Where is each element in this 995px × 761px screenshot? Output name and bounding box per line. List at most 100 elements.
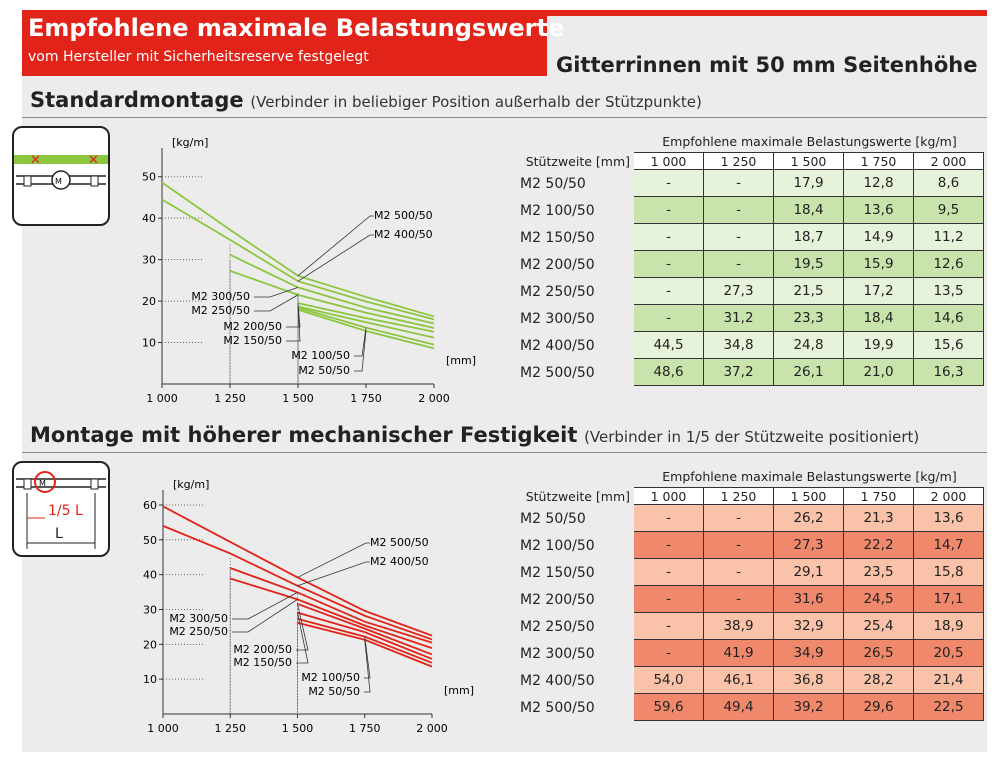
x-tick-label: 1 250 — [214, 392, 246, 405]
table-cell: - — [634, 170, 704, 197]
table-cell: 8,6 — [914, 170, 984, 197]
series-label: M2 150/50 — [233, 656, 292, 669]
table-cell: 59,6 — [634, 694, 704, 721]
series-label: M2 400/50 — [374, 228, 433, 241]
table-cell: 32,9 — [774, 613, 844, 640]
series-label: M2 200/50 — [223, 320, 282, 333]
table-cell: 18,4 — [774, 197, 844, 224]
table-cell: 26,5 — [844, 640, 914, 667]
section-title-reinforced: Montage mit höherer mechanischer Festigk… — [30, 423, 919, 447]
y-tick-label: 40 — [142, 212, 156, 225]
fraction-label: 1/5 L — [48, 503, 83, 519]
table-cell: 18,4 — [844, 305, 914, 332]
table-row: M2 100/50- -18,4 13,6 9,5 — [516, 197, 984, 224]
x-tick-label: 1 000 — [147, 722, 179, 735]
y-tick-label: 10 — [143, 673, 157, 686]
table-cell: - — [634, 640, 704, 667]
series-label: M2 500/50 — [374, 209, 433, 222]
table-cell: 14,6 — [914, 305, 984, 332]
table-cell: 49,4 — [704, 694, 774, 721]
row-label: M2 150/50 — [520, 564, 595, 581]
table-cell: 13,5 — [914, 278, 984, 305]
table-cell: 17,2 — [844, 278, 914, 305]
row-label: M2 250/50 — [520, 283, 595, 300]
leader-line — [297, 561, 370, 587]
section-note: (Verbinder in beliebiger Position außerh… — [250, 93, 702, 111]
series-line — [297, 308, 435, 350]
table-cell: 15,9 — [844, 251, 914, 278]
row-label: M2 150/50 — [520, 229, 595, 246]
leader-line — [364, 639, 371, 693]
y-tick-label: 20 — [143, 638, 157, 651]
y-tick-label: 50 — [143, 534, 157, 547]
table-cell: 39,2 — [774, 694, 844, 721]
table-cell: 26,1 — [774, 359, 844, 386]
table-cell: 17,9 — [774, 170, 844, 197]
column-header: 1 250 — [704, 487, 774, 505]
page-subtitle: vom Hersteller mit Sicherheitsreserve fe… — [28, 49, 369, 65]
svg-text:M: M — [55, 177, 62, 186]
leader-line — [254, 287, 299, 298]
load-table-reinforced: Stützweite [mm] 1 000 1 250 1 500 1 750 2 000… — [516, 487, 984, 721]
table-cell: 13,6 — [844, 197, 914, 224]
leader-line — [297, 215, 374, 277]
table-cell: - — [634, 613, 704, 640]
table-cell: 31,2 — [704, 305, 774, 332]
table-row: M2 50/50- -26,2 21,3 13,6 — [516, 505, 984, 532]
table-cell: 37,2 — [704, 359, 774, 386]
table-cell: 27,3 — [704, 278, 774, 305]
table-cell: 44,5 — [634, 332, 704, 359]
y-tick-label: 20 — [142, 295, 156, 308]
leader-line — [354, 327, 367, 357]
x-axis-label: [mm] — [444, 684, 474, 697]
table-cell: 12,8 — [844, 170, 914, 197]
table-row: M2 400/50 54,0 46,1 36,8 28,2 21,4 — [516, 667, 984, 694]
row-label: M2 250/50 — [520, 618, 595, 635]
row-label: M2 200/50 — [520, 591, 595, 608]
table-cell: 11,2 — [914, 224, 984, 251]
row-label: M2 500/50 — [520, 364, 595, 381]
span-label: L — [55, 526, 63, 542]
row-label: M2 100/50 — [520, 202, 595, 219]
table-cell: 22,2 — [844, 532, 914, 559]
table-cell: 13,6 — [914, 505, 984, 532]
table-cell: - — [634, 505, 704, 532]
table-cell: 15,8 — [914, 559, 984, 586]
row-label: M2 100/50 — [520, 537, 595, 554]
table-row: M2 400/50 44,5 34,8 24,8 19,9 15,6 — [516, 332, 984, 359]
column-header: 1 250 — [704, 152, 774, 170]
product-title: Gitterrinnen mit 50 mm Seitenhöhe — [556, 53, 978, 77]
series-line — [162, 525, 433, 641]
table-cell: 9,5 — [914, 197, 984, 224]
y-tick-label: 30 — [142, 254, 156, 267]
table-row: M2 300/50 -31,2 23,3 18,4 14,6 — [516, 305, 984, 332]
table-cell: 19,5 — [774, 251, 844, 278]
y-axis-label: [kg/m] — [172, 136, 208, 149]
table-cell: - — [634, 586, 704, 613]
svg-text:✕: ✕ — [88, 153, 99, 168]
table-cell: - — [634, 559, 704, 586]
leader-line — [296, 603, 309, 651]
table-cell: - — [704, 586, 774, 613]
table-row: M2 500/50 59,6 49,4 39,2 29,6 22,5 — [516, 694, 984, 721]
y-tick-label: 40 — [143, 569, 157, 582]
table-cell: 34,9 — [774, 640, 844, 667]
table-cell: 54,0 — [634, 667, 704, 694]
table-cell: 38,9 — [704, 613, 774, 640]
column-header: 1 750 — [844, 487, 914, 505]
row-label: M2 300/50 — [520, 645, 595, 662]
table-cell: 31,6 — [774, 586, 844, 613]
table-cell: 12,6 — [914, 251, 984, 278]
row-header-label: Stützweite [mm] — [525, 153, 630, 169]
leader-line — [286, 306, 301, 342]
table-cell: 29,1 — [774, 559, 844, 586]
column-header: 1 500 — [774, 487, 844, 505]
table-cell: 25,4 — [844, 613, 914, 640]
table-row: M2 300/50 -41,9 34,9 26,5 20,5 — [516, 640, 984, 667]
table-cell: 20,5 — [914, 640, 984, 667]
table-cell: 36,8 — [774, 667, 844, 694]
series-label: M2 300/50 — [169, 612, 228, 625]
row-label: M2 50/50 — [520, 175, 586, 192]
column-header: 1 000 — [634, 487, 704, 505]
load-table-standard: Stützweite [mm] 1 000 1 250 1 500 1 750 2 000… — [516, 152, 984, 386]
